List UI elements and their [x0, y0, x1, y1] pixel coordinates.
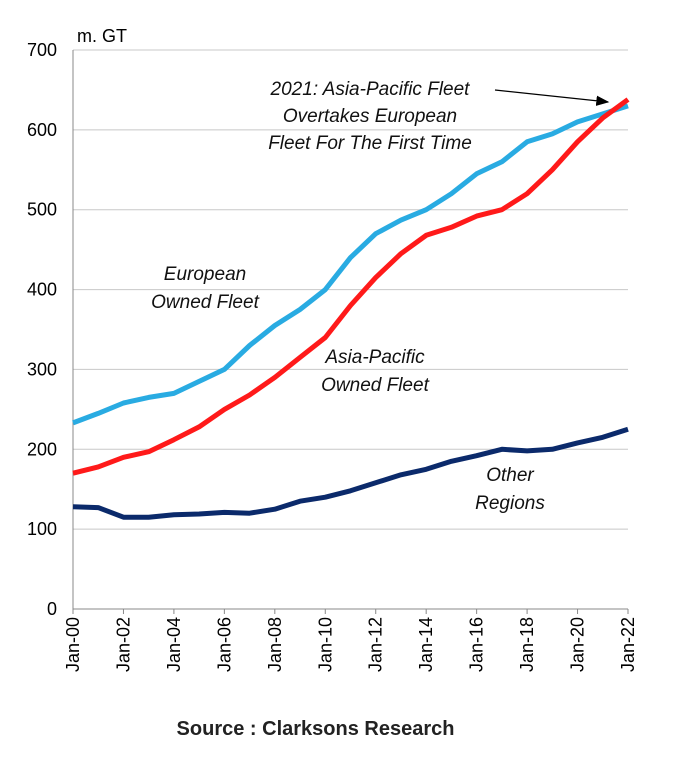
y-tick-label: 500 — [27, 200, 57, 220]
annotation-text: Fleet For The First Time — [268, 133, 472, 154]
series-label: Owned Fleet — [321, 375, 429, 396]
x-tick-label: Jan-12 — [366, 617, 386, 672]
y-tick-label: 400 — [27, 280, 57, 300]
x-tick-label: Jan-20 — [568, 617, 588, 672]
y-tick-label: 100 — [27, 519, 57, 539]
x-tick-label: Jan-08 — [265, 617, 285, 672]
y-tick-label: 200 — [27, 439, 57, 459]
series-label: Other — [486, 465, 534, 486]
x-tick-label: Jan-04 — [164, 617, 184, 672]
x-tick-label: Jan-06 — [214, 617, 234, 672]
series-label: Owned Fleet — [151, 292, 259, 313]
line-chart: 0 100 200 300 400 500 600 700 Jan-00 Jan-02 Jan-0… — [27, 26, 638, 672]
x-tick-label: Jan-18 — [517, 617, 537, 672]
series-label: Regions — [475, 493, 545, 514]
y-tick-label: 0 — [47, 599, 57, 619]
x-tick-label: Jan-16 — [467, 617, 487, 672]
annotation-arrow — [494, 89, 610, 106]
source-note: Source : Clarksons Research — [176, 718, 455, 740]
y-tick-label: 700 — [27, 40, 57, 60]
series-line-asia-pacific-owned-fleet — [72, 97, 630, 476]
y-tick-label: 600 — [27, 120, 57, 140]
x-tick-label: Jan-00 — [63, 617, 83, 672]
x-tick-label: Jan-14 — [416, 617, 436, 672]
x-tick-label: Jan-22 — [618, 617, 638, 672]
series-line-european-owned-fleet — [72, 103, 629, 426]
y-tick-label: 300 — [27, 359, 57, 379]
x-tick-label: Jan-02 — [113, 617, 133, 672]
annotation-text: 2021: Asia-Pacific Fleet — [270, 79, 471, 100]
x-tick-label: Jan-10 — [315, 617, 335, 672]
y-axis-label: m. GT — [77, 26, 127, 46]
series-line-other-regions — [72, 426, 629, 520]
series-label: Asia-Pacific — [324, 347, 425, 368]
series-label: European — [164, 264, 246, 285]
annotation-text: Overtakes European — [283, 106, 457, 127]
